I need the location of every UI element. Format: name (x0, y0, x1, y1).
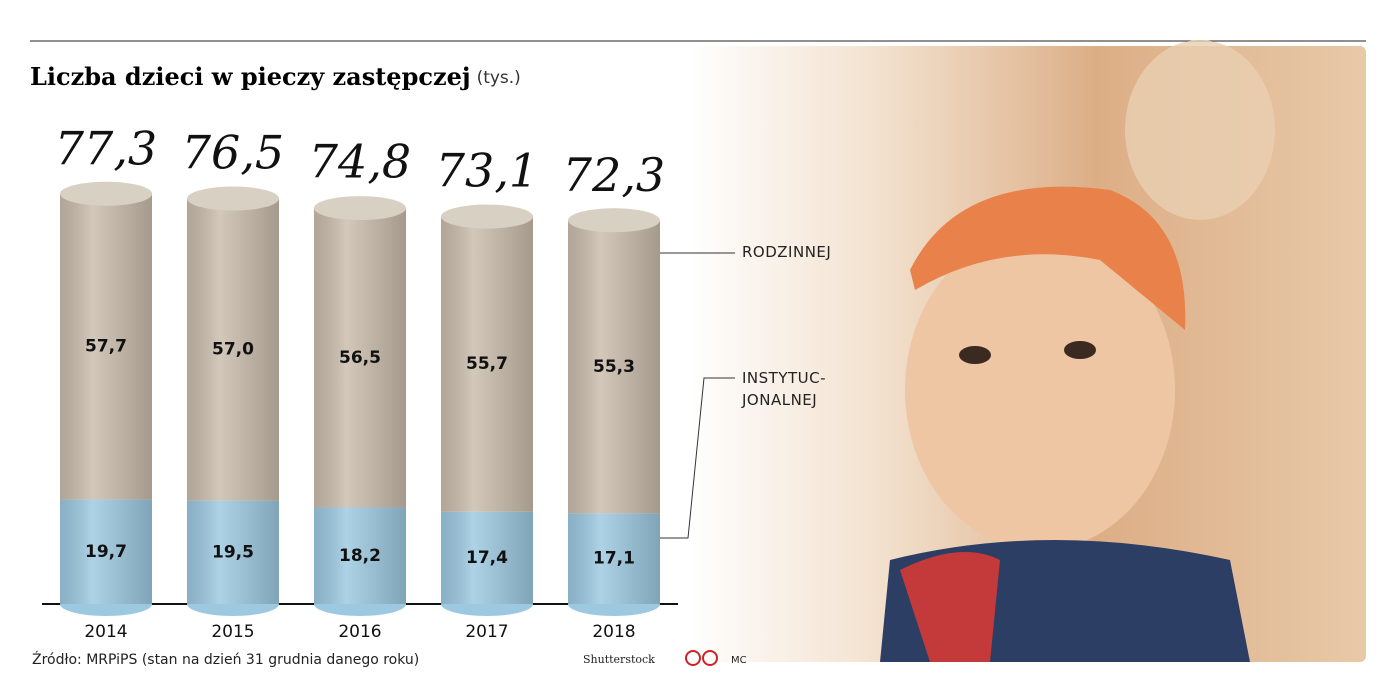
bar-shade (314, 208, 406, 508)
bar-shade (187, 198, 279, 501)
x-tick-label: 2018 (592, 622, 635, 642)
bar-shade (60, 499, 152, 604)
title: Liczba dzieci w pieczy zastępczej (30, 62, 471, 91)
bar-shade (441, 216, 533, 512)
value-label: 56,5 (339, 348, 381, 368)
chart-title: Liczba dzieci w pieczy zastępczej (tys.) (30, 62, 521, 91)
photo (690, 40, 1366, 662)
cylinder-top (441, 204, 533, 229)
cylinder-top-light (187, 186, 279, 211)
bar-shade (187, 500, 279, 604)
value-label: 19,7 (85, 542, 127, 562)
total-label: 73,1 (436, 144, 538, 198)
cylinder-top-light (60, 181, 152, 206)
total-label: 76,5 (182, 126, 284, 180)
value-label: 19,5 (212, 542, 254, 562)
legend-entry: INSTYTUC-JONALNEJ (742, 369, 827, 409)
bar-shade (568, 220, 660, 514)
legend-entry: RODZINNEJ (742, 243, 832, 261)
value-label: 18,2 (339, 546, 381, 566)
photo-credit: Shutterstock (583, 653, 655, 666)
legend-connector (652, 377, 735, 539)
copyright-icons (685, 650, 718, 666)
cylinder-top (568, 208, 660, 233)
bar-shade (314, 507, 406, 604)
value-label: 57,0 (212, 340, 254, 360)
total-label: 77,3 (55, 121, 157, 175)
unit: (tys.) (477, 68, 521, 88)
value-label: 57,7 (85, 337, 127, 357)
bar-shade (568, 513, 660, 604)
cylinder-top-light (441, 204, 533, 229)
x-tick-label: 2017 (465, 622, 508, 642)
source: Źródło: MRPiPS (stan na dzień 31 grudnia… (32, 650, 419, 668)
total-label: 72,3 (563, 148, 665, 202)
cylinder-top (60, 181, 152, 206)
bar-shade (441, 511, 533, 604)
cylinder-top-light (568, 208, 660, 233)
x-tick-label: 2016 (338, 622, 381, 642)
x-tick-label: 2014 (84, 622, 127, 642)
total-label: 74,8 (309, 135, 411, 189)
cylinder-top (314, 196, 406, 221)
value-label: 55,7 (466, 354, 508, 374)
value-label: 17,4 (466, 548, 508, 568)
cylinder-top-light (314, 196, 406, 221)
cylinder-top (187, 186, 279, 211)
value-label: 55,3 (593, 357, 635, 377)
x-tick-label: 2015 (211, 622, 254, 642)
author: MC (731, 655, 747, 666)
value-label: 17,1 (593, 549, 635, 569)
bar-shade (60, 193, 152, 500)
